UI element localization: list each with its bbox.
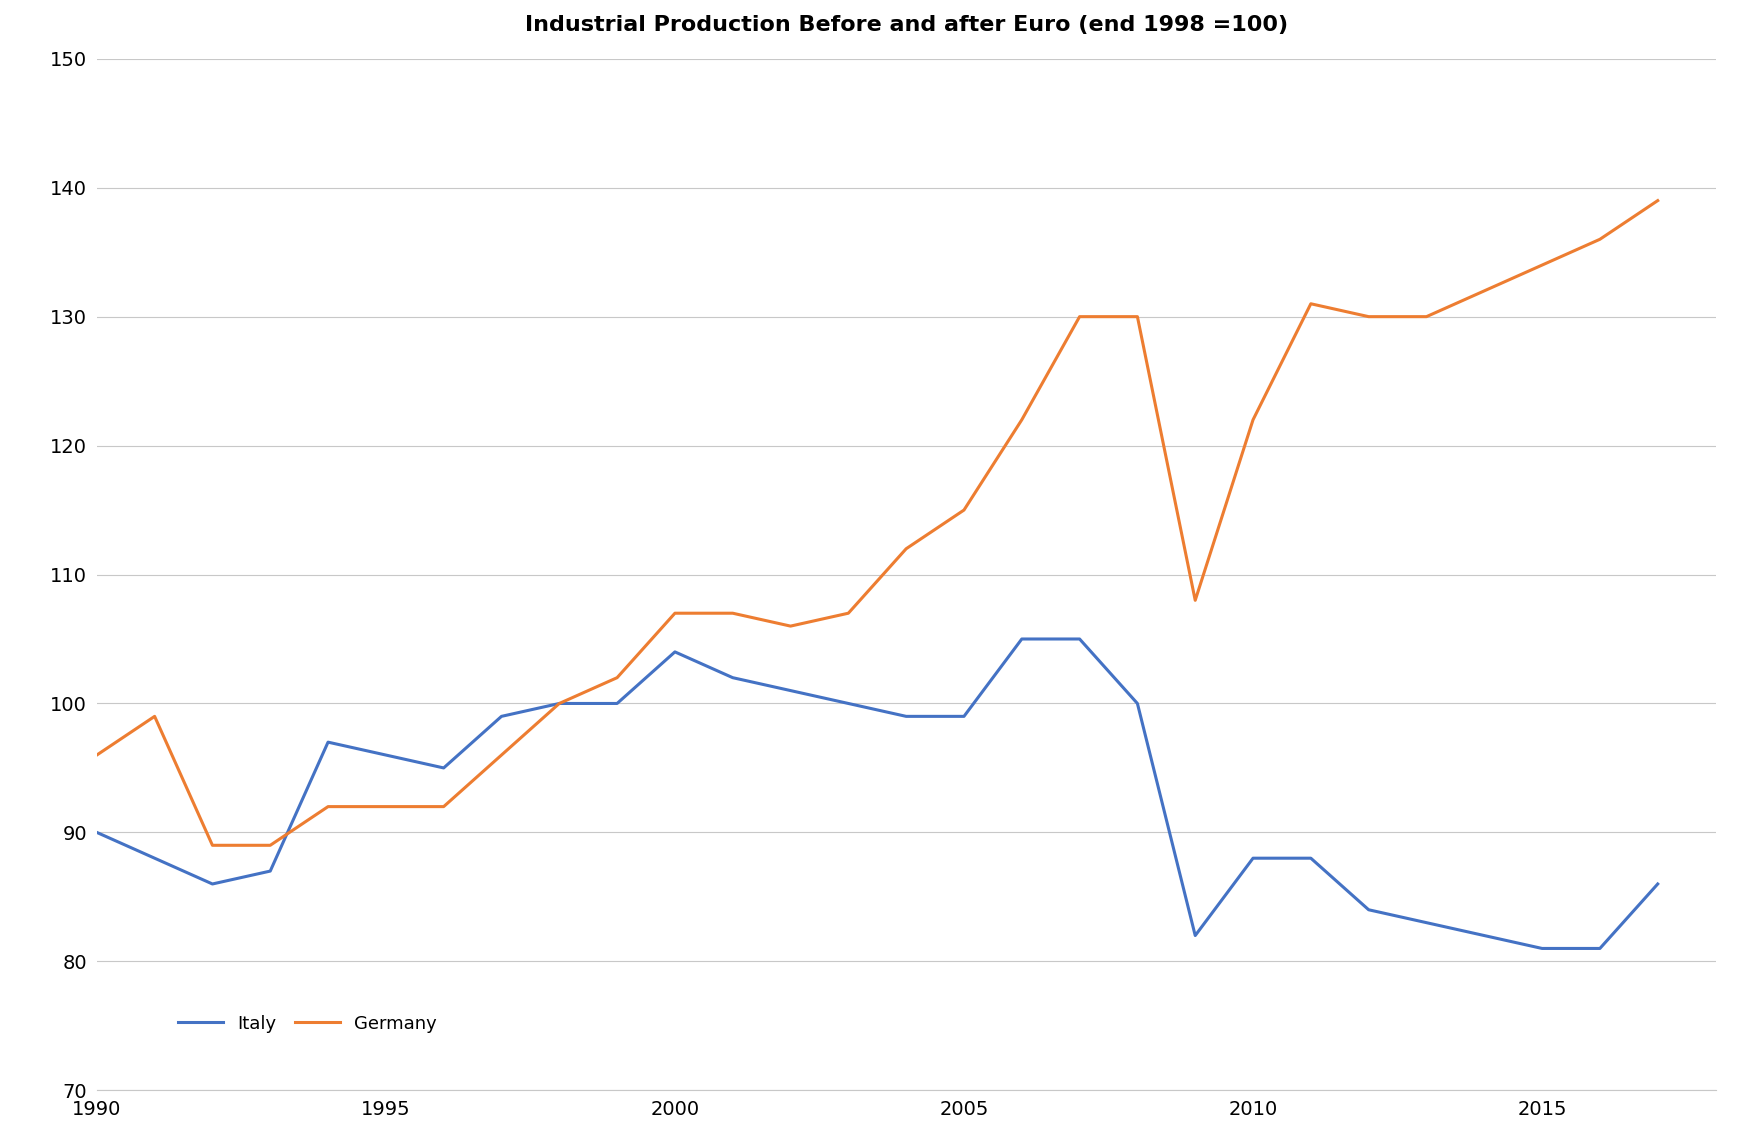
- Italy: [1012, 632, 1033, 645]
- Germany: [837, 607, 858, 620]
- Germany: [376, 799, 397, 813]
- Germany: [664, 607, 685, 620]
- Germany: [491, 748, 512, 762]
- Italy: [722, 671, 743, 685]
- Italy: [1358, 903, 1379, 916]
- Germany: [1647, 194, 1668, 208]
- Italy: [1243, 852, 1264, 865]
- Italy: [837, 696, 858, 710]
- Italy: [780, 684, 801, 697]
- Germany: [1358, 310, 1379, 323]
- Germany: [895, 542, 916, 556]
- Line: Italy: Italy: [96, 638, 1657, 948]
- Germany: [780, 619, 801, 633]
- Germany: [318, 799, 339, 813]
- Germany: [1416, 310, 1437, 323]
- Germany: [1012, 413, 1033, 426]
- Italy: [895, 710, 916, 723]
- Germany: [1301, 297, 1321, 311]
- Germany: [549, 696, 570, 710]
- Italy: [1531, 941, 1552, 955]
- Germany: [1589, 232, 1610, 246]
- Germany: [203, 838, 224, 852]
- Italy: [1474, 929, 1495, 942]
- Germany: [1243, 413, 1264, 426]
- Italy: [1589, 941, 1610, 955]
- Italy: [664, 645, 685, 659]
- Italy: [1185, 929, 1206, 942]
- Italy: [607, 696, 628, 710]
- Germany: [953, 503, 974, 517]
- Germany: [1531, 259, 1552, 272]
- Germany: [1127, 310, 1148, 323]
- Germany: [1474, 284, 1495, 297]
- Italy: [953, 710, 974, 723]
- Italy: [376, 748, 397, 762]
- Germany: [260, 838, 281, 852]
- Germany: [607, 671, 628, 685]
- Italy: [318, 735, 339, 748]
- Italy: [434, 761, 454, 775]
- Germany: [434, 799, 454, 813]
- Italy: [86, 826, 107, 839]
- Legend: Italy, Germany: Italy, Germany: [171, 1007, 444, 1040]
- Germany: [722, 607, 743, 620]
- Germany: [143, 710, 164, 723]
- Italy: [260, 864, 281, 878]
- Germany: [86, 748, 107, 762]
- Italy: [491, 710, 512, 723]
- Italy: [1127, 696, 1148, 710]
- Italy: [1647, 878, 1668, 891]
- Italy: [143, 852, 164, 865]
- Italy: [1070, 632, 1091, 645]
- Germany: [1185, 593, 1206, 607]
- Italy: [1416, 916, 1437, 930]
- Italy: [1301, 852, 1321, 865]
- Italy: [549, 696, 570, 710]
- Italy: [203, 878, 224, 891]
- Line: Germany: Germany: [96, 201, 1657, 845]
- Germany: [1070, 310, 1091, 323]
- Title: Industrial Production Before and after Euro (end 1998 =100): Industrial Production Before and after E…: [524, 15, 1288, 35]
